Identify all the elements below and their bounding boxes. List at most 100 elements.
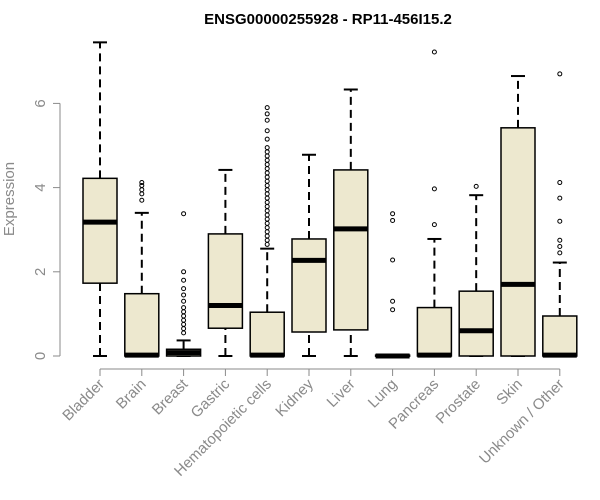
box-gastric	[207, 168, 244, 357]
x-tick-label: Skin	[493, 376, 526, 409]
outlier-point	[264, 105, 270, 111]
outlier-point	[181, 305, 187, 311]
box-prostate	[458, 183, 494, 357]
outlier-point	[264, 149, 270, 155]
outlier-point	[390, 298, 396, 304]
y-axis-label: Expression	[1, 162, 18, 236]
outlier-point	[264, 195, 270, 201]
outlier-point	[264, 204, 270, 210]
outlier-point	[557, 218, 563, 224]
x-tick-label: Brain	[113, 376, 150, 413]
outlier-point	[264, 145, 270, 151]
box-lung	[374, 211, 411, 359]
outlier-point	[181, 313, 187, 319]
box-iqr	[82, 177, 118, 284]
outlier-point	[181, 292, 187, 298]
outlier-point	[390, 307, 396, 313]
outlier-point	[390, 211, 396, 217]
box-iqr	[333, 169, 369, 331]
outlier-point	[181, 326, 187, 332]
outlier-point	[390, 217, 396, 223]
x-tick-label: Bladder	[59, 376, 108, 425]
outlier-point	[264, 241, 270, 247]
outlier-point	[390, 257, 396, 263]
y-tick-label: 2	[32, 268, 49, 276]
box-iqr	[291, 238, 327, 333]
chart-title: ENSG00000255928 - RP11-456I15.2	[204, 11, 452, 28]
box-iqr	[416, 306, 453, 357]
outlier-point	[139, 197, 145, 203]
outlier-point	[139, 180, 145, 186]
outlier-point	[431, 49, 437, 55]
outlier-point	[264, 208, 270, 214]
box-iqr	[542, 315, 578, 357]
outlier-point	[557, 195, 563, 201]
outlier-point	[181, 211, 187, 217]
x-tick-label: Prostate	[432, 376, 484, 428]
outlier-point	[264, 166, 270, 172]
box-pancreas	[416, 49, 453, 358]
box-iqr	[458, 290, 494, 357]
box-brain	[124, 180, 160, 358]
outlier-point	[557, 180, 563, 186]
outlier-point	[557, 71, 563, 77]
outlier-point	[264, 170, 270, 176]
outlier-point	[139, 191, 145, 197]
outlier-point	[181, 321, 187, 327]
box-hematopoietic-cells	[249, 105, 285, 358]
outlier-point	[264, 237, 270, 243]
outlier-point	[264, 178, 270, 184]
outlier-point	[181, 298, 187, 304]
outlier-point	[139, 182, 145, 188]
outlier-point	[557, 250, 563, 256]
outlier-point	[181, 330, 187, 336]
outlier-point	[264, 174, 270, 180]
box-iqr	[207, 233, 244, 329]
x-tick-label: Liver	[324, 376, 359, 411]
outlier-point	[264, 187, 270, 193]
outlier-point	[431, 186, 437, 192]
outlier-point	[264, 225, 270, 231]
outlier-point	[264, 161, 270, 167]
box-breast	[165, 211, 202, 357]
outlier-point	[139, 187, 145, 193]
outlier-point	[181, 286, 187, 292]
outlier-point	[264, 212, 270, 218]
box-iqr	[249, 311, 285, 357]
x-tick-label: Lung	[365, 376, 401, 412]
y-tick-label: 6	[32, 99, 49, 107]
y-axis: 0 2 4 6	[32, 99, 61, 360]
outlier-point	[264, 111, 270, 117]
y-tick-label: 0	[32, 352, 49, 360]
outlier-point	[264, 229, 270, 235]
box-series	[82, 41, 578, 359]
outlier-point	[264, 220, 270, 226]
outlier-point	[264, 216, 270, 222]
outlier-point	[181, 269, 187, 275]
y-tick-label: 4	[32, 183, 49, 191]
box-liver	[333, 88, 369, 357]
box-iqr	[124, 292, 160, 357]
outlier-point	[181, 317, 187, 323]
outlier-point	[264, 117, 270, 123]
outlier-point	[264, 157, 270, 163]
outlier-point	[181, 309, 187, 315]
outlier-point	[264, 233, 270, 239]
outlier-point	[473, 183, 479, 189]
box-skin	[500, 75, 536, 357]
x-tick-label: Kidney	[272, 375, 317, 420]
outlier-point	[557, 237, 563, 243]
x-tick-label: Breast	[149, 375, 192, 418]
outlier-point	[431, 222, 437, 228]
outlier-point	[264, 182, 270, 188]
outlier-point	[557, 244, 563, 250]
outlier-point	[264, 191, 270, 197]
box-unknown-other	[542, 71, 578, 358]
outlier-point	[264, 199, 270, 205]
outlier-point	[264, 136, 270, 142]
outlier-point	[264, 128, 270, 134]
box-kidney	[291, 153, 327, 357]
outlier-point	[181, 277, 187, 283]
